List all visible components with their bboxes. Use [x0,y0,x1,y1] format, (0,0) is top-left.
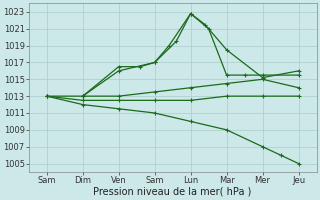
X-axis label: Pression niveau de la mer( hPa ): Pression niveau de la mer( hPa ) [93,187,252,197]
